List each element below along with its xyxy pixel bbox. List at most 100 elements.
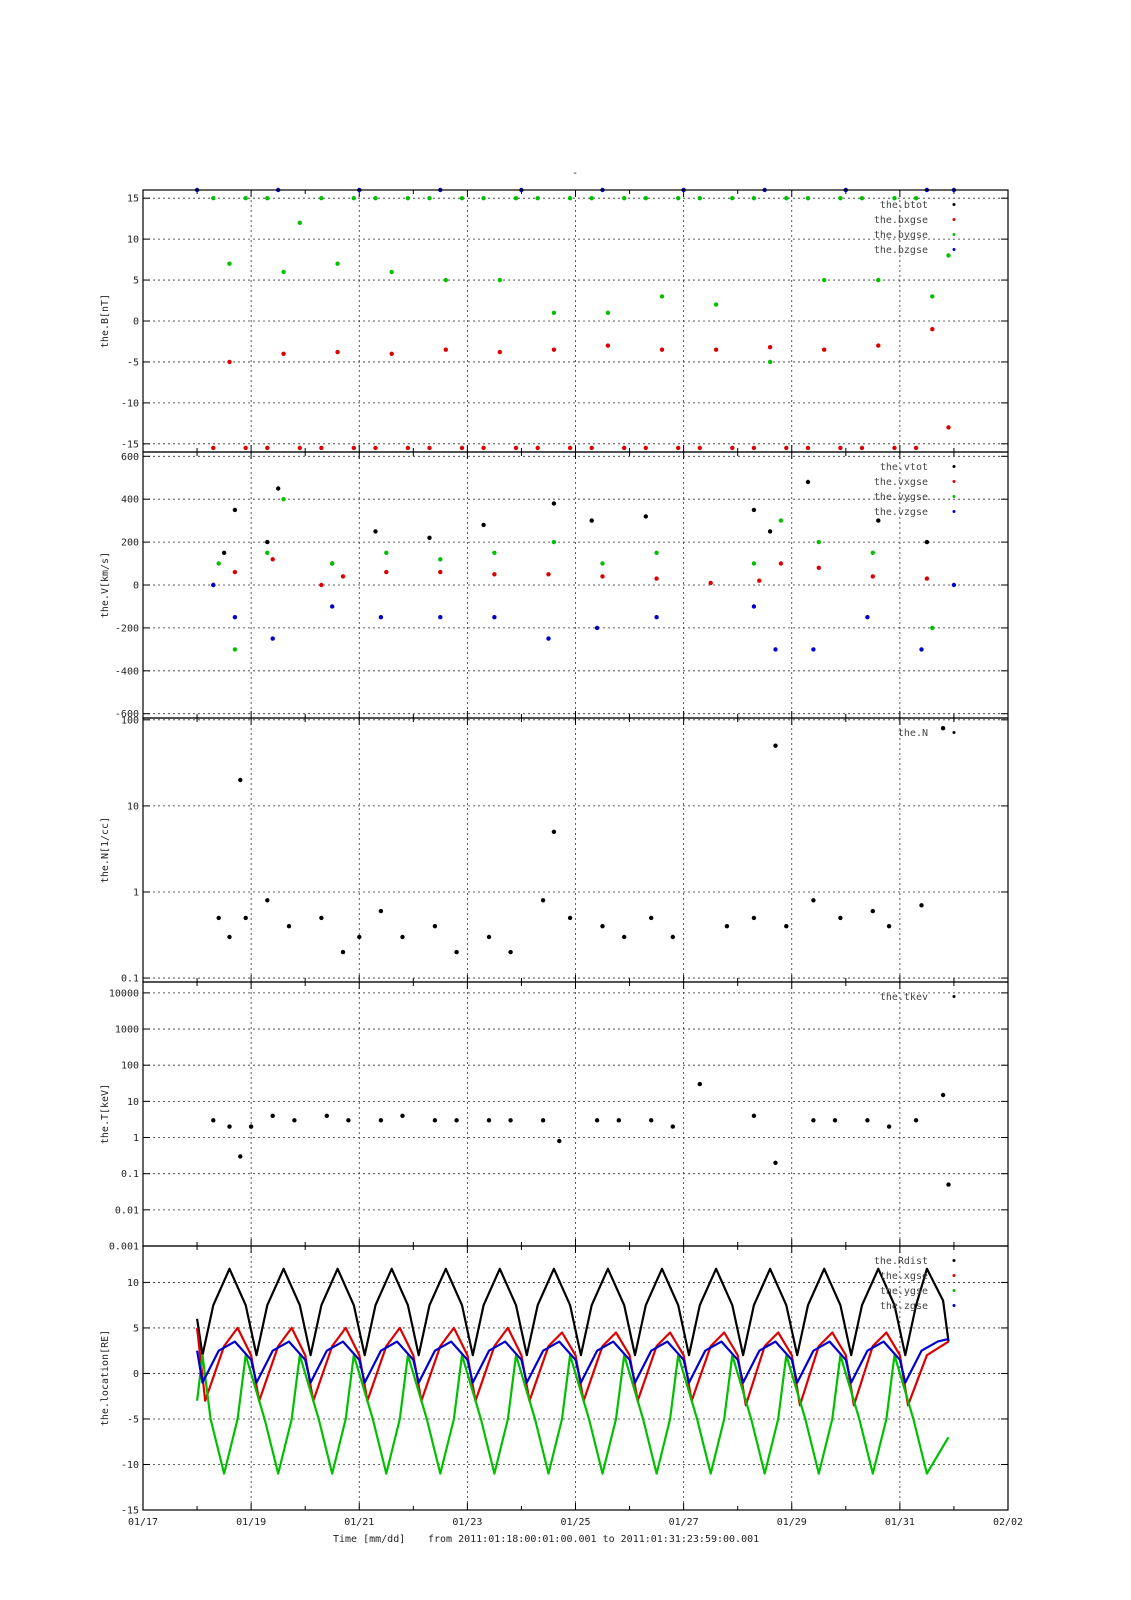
y-axis-title: the.location[RE] [100, 1330, 111, 1426]
data-point [778, 561, 784, 566]
data-point [784, 445, 789, 451]
data-point [697, 196, 702, 201]
y-tick-label: -10 [121, 1460, 139, 1471]
data-point [432, 1118, 438, 1123]
data-point [373, 529, 378, 534]
data-point [924, 576, 930, 581]
y-tick-label: 200 [121, 538, 139, 549]
data-point [265, 550, 270, 555]
legend-label: the.vtot [880, 462, 928, 473]
data-point [513, 196, 519, 201]
data-point [551, 539, 557, 545]
y-tick-label: -10 [121, 398, 139, 409]
series-the.vzgse [211, 582, 957, 652]
data-point [697, 445, 702, 451]
legend-label: the.tkev [880, 992, 928, 1003]
data-point [751, 196, 757, 201]
data-point [773, 647, 778, 652]
data-point [713, 302, 719, 307]
data-point [876, 343, 881, 348]
data-point [622, 196, 627, 201]
data-point [600, 574, 605, 579]
data-point [951, 582, 957, 588]
data-point [865, 1118, 870, 1123]
data-point [670, 934, 675, 940]
y-tick-label: 5 [133, 1323, 139, 1334]
data-point [811, 898, 816, 903]
y-axis-title: the.V[km/s] [100, 552, 111, 618]
legend-marker [952, 465, 956, 468]
series-the.bygse [211, 196, 951, 365]
y-tick-label: 100 [121, 1061, 139, 1072]
y-tick-label: -5 [127, 1414, 139, 1425]
legend-label: the.zgse [880, 1301, 928, 1312]
y-tick-label: -5 [127, 357, 139, 368]
data-point [211, 445, 216, 451]
data-point [605, 343, 611, 348]
data-point [859, 445, 865, 451]
data-point [330, 561, 335, 566]
legend-marker [952, 203, 956, 206]
data-point [535, 196, 540, 201]
data-point [600, 561, 605, 566]
series-line [196, 1354, 950, 1475]
data-point [319, 196, 324, 201]
data-point [676, 445, 681, 451]
legend-marker [952, 1259, 956, 1262]
data-point [265, 539, 270, 545]
data-point [730, 445, 735, 451]
data-point [805, 445, 811, 451]
data-point [378, 1118, 384, 1123]
data-point [216, 561, 221, 566]
data-point [751, 1113, 757, 1119]
data-point [832, 1118, 838, 1123]
data-point [378, 908, 384, 914]
data-point [481, 196, 486, 201]
series-the.ygse [196, 1354, 950, 1475]
y-tick-label: 15 [127, 194, 139, 205]
data-point [492, 615, 497, 620]
data-point [319, 915, 324, 921]
data-point [265, 898, 270, 903]
data-point [708, 580, 713, 586]
data-point [654, 615, 659, 620]
x-tick-label: 01/19 [236, 1517, 266, 1528]
y-tick-label: 10 [127, 801, 139, 812]
data-point [892, 445, 897, 451]
data-point [265, 445, 270, 451]
legend-label: the.btot [880, 200, 928, 211]
series-the.N [216, 726, 946, 955]
legend-label: the.N [898, 728, 928, 739]
data-point [211, 196, 216, 201]
data-point [919, 903, 924, 908]
data-point [486, 934, 492, 940]
data-point [616, 1118, 621, 1123]
y-tick-label: 0.1 [121, 974, 139, 985]
data-point [940, 1092, 946, 1098]
data-point [767, 345, 773, 350]
data-point [497, 349, 502, 355]
data-point [567, 445, 573, 451]
panel-1: -15 -10 -5 0 5 10 15 the.B[nT] the.btot the.bxgse… [100, 187, 1009, 453]
y-tick-label: 0.1 [121, 1169, 139, 1180]
data-point [913, 445, 919, 451]
data-point [724, 924, 730, 929]
figure-title: - [572, 168, 578, 179]
legend-label: the.ygse [880, 1286, 928, 1297]
data-point [940, 726, 946, 731]
legend-marker [952, 480, 956, 483]
data-point [865, 615, 870, 620]
data-point [389, 351, 394, 356]
data-point [373, 196, 378, 201]
legend-label: the.bygse [874, 230, 928, 241]
data-point [654, 576, 659, 581]
legend-marker [952, 233, 956, 236]
data-point [784, 196, 789, 201]
x-tick-label: 01/25 [560, 1517, 590, 1528]
data-point [227, 934, 232, 940]
data-point [589, 518, 594, 523]
y-tick-label: 1 [133, 1133, 139, 1144]
series-the.xgse [196, 1326, 950, 1407]
data-point [357, 934, 362, 940]
